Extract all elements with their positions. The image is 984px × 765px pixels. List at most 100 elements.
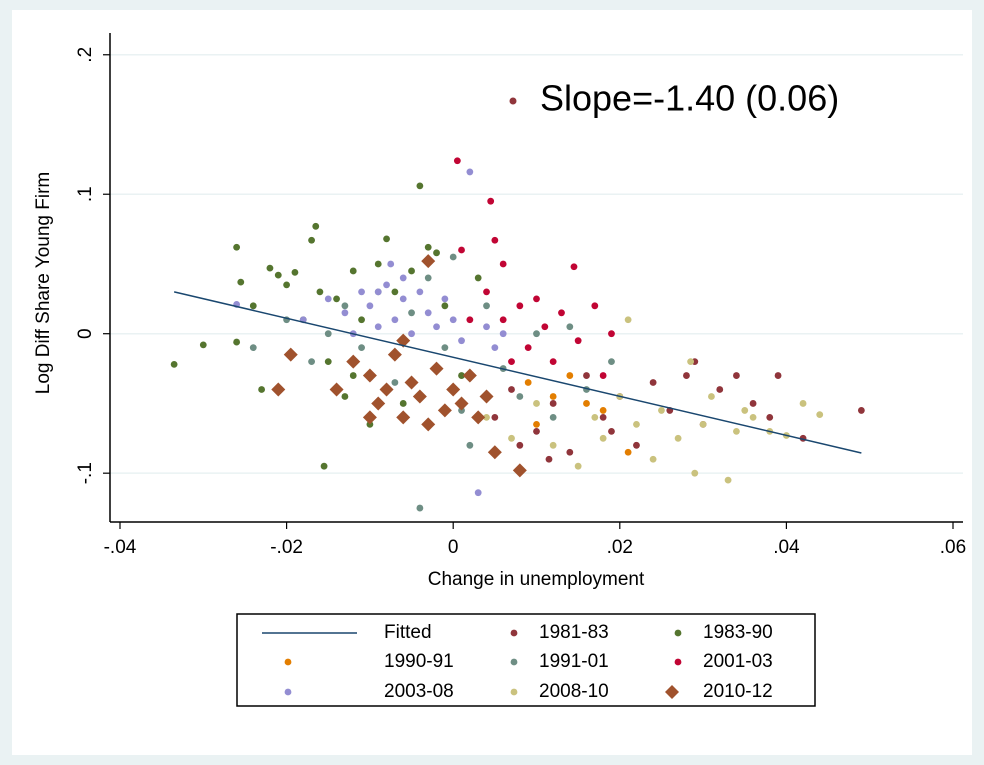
x-tick-label: .04 <box>773 537 800 558</box>
scatter-point <box>599 407 607 414</box>
scatter-point <box>324 358 332 366</box>
scatter-point <box>583 400 590 407</box>
scatter-point <box>574 462 582 470</box>
scatter-point <box>583 372 590 379</box>
scatter-point <box>329 382 344 397</box>
scatter-point <box>387 347 402 362</box>
scatter-point <box>433 249 440 257</box>
scatter-point <box>799 400 807 407</box>
scatter-point <box>333 295 340 303</box>
scatter-point <box>599 413 607 421</box>
legend-marker <box>284 658 292 666</box>
scatter-point <box>416 504 424 512</box>
scatter-point <box>549 441 557 449</box>
scatter-point <box>533 420 540 428</box>
scatter-point <box>408 267 415 275</box>
scatter-point <box>441 302 449 310</box>
scatter-point <box>374 323 382 331</box>
scatter-point <box>516 393 524 400</box>
scatter-point <box>591 302 599 310</box>
scatter-point <box>433 323 440 331</box>
legend-label: 1981-83 <box>539 622 609 643</box>
scatter-point <box>483 302 490 310</box>
scatter-point <box>362 368 377 383</box>
scatter-point <box>371 396 386 411</box>
scatter-point <box>424 243 432 251</box>
x-tick-label: -.02 <box>270 537 303 558</box>
scatter-point <box>508 434 515 442</box>
scatter-point <box>346 354 361 369</box>
scatter-point <box>312 222 320 230</box>
scatter-point <box>491 413 499 421</box>
scatter-point <box>249 344 257 352</box>
scatter-point <box>724 476 732 484</box>
scatter-point <box>458 337 465 345</box>
scatter-point <box>733 427 740 435</box>
scatter-point <box>237 278 245 286</box>
legend-marker <box>284 688 292 696</box>
scatter-point <box>379 382 394 397</box>
scatter-point <box>624 448 632 456</box>
scatter-point <box>483 288 490 296</box>
scatter-point <box>316 288 324 296</box>
scatter-point <box>274 271 282 279</box>
scatter-point <box>699 420 707 428</box>
x-axis-title: Change in unemployment <box>428 569 645 590</box>
fitted-line <box>173 291 862 454</box>
scatter-point <box>599 434 607 442</box>
scatter-point <box>749 413 757 421</box>
scatter-point <box>383 281 390 289</box>
scatter-point <box>441 295 449 303</box>
scatter-point <box>466 316 474 324</box>
scatter-point <box>508 358 515 366</box>
scatter-point <box>516 302 524 310</box>
scatter-point <box>466 441 474 449</box>
scatter-point <box>258 386 266 393</box>
scatter-point <box>416 182 424 190</box>
scatter-point <box>541 323 549 331</box>
scatter-point <box>733 372 740 379</box>
scatter-point <box>366 302 374 310</box>
y-tick-label: 0 <box>75 328 96 339</box>
scatter-point <box>471 410 486 425</box>
scatter-point <box>708 393 715 400</box>
legend-label: 1983-90 <box>703 622 773 643</box>
scatter-point <box>391 316 399 324</box>
scatter-point <box>766 413 774 421</box>
scatter-point <box>383 235 390 243</box>
legend-label: 2001-03 <box>703 651 773 672</box>
scatter-point <box>341 302 349 310</box>
scatter-point <box>416 288 424 296</box>
scatter-point <box>408 309 415 317</box>
scatter-point <box>454 396 469 411</box>
scatter-point <box>424 309 432 317</box>
scatter-point <box>649 455 657 463</box>
legend-label: Fitted <box>384 622 432 643</box>
scatter-point <box>437 403 452 418</box>
legend-label: 1990-91 <box>384 651 454 672</box>
scatter-point <box>320 462 328 470</box>
scatter-point <box>466 168 474 176</box>
scatter-point <box>491 236 499 244</box>
scatter-point <box>608 427 615 435</box>
scatter-point <box>358 288 365 296</box>
scatter-point <box>458 246 465 254</box>
scatter-point <box>483 413 490 421</box>
scatter-point <box>749 400 757 407</box>
scatter-point <box>362 410 377 425</box>
scatter-point <box>170 360 178 368</box>
legend-marker <box>674 629 682 637</box>
legend-marker <box>510 688 518 696</box>
legend-box <box>236 613 816 707</box>
scatter-point <box>483 323 490 331</box>
scatter-point <box>516 441 524 449</box>
scatter-point <box>387 260 395 268</box>
scatter-point <box>691 469 699 477</box>
scatter-point <box>499 260 507 268</box>
scatter-point <box>774 372 782 379</box>
scatter-point <box>324 295 332 303</box>
scatter-point <box>291 268 299 276</box>
scatter-point <box>566 323 574 331</box>
